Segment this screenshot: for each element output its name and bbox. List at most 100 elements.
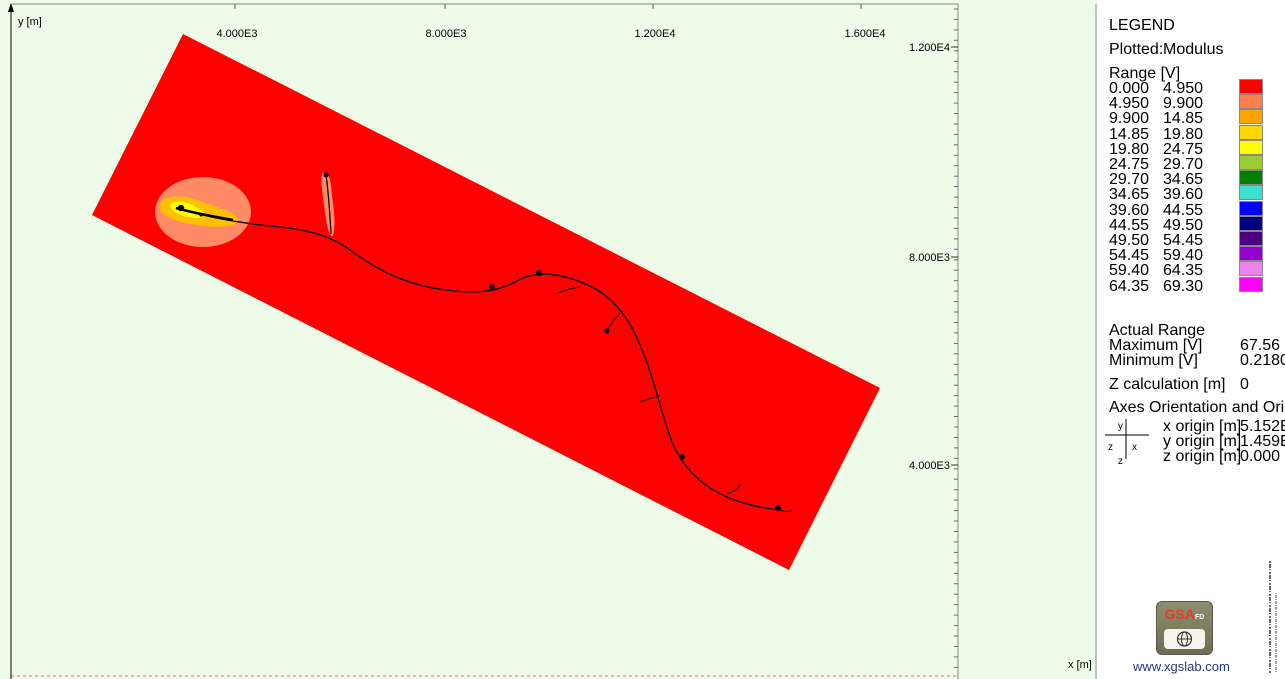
minimum-value: 0.2180 — [1240, 352, 1285, 369]
right-axis-minor-ticks — [954, 8, 958, 668]
x-origin-label: x origin [m] — [1163, 418, 1242, 435]
top-axis-ticks — [234, 4, 862, 9]
range-from: 19.80 — [1109, 140, 1150, 158]
range-color-swatch — [1239, 231, 1263, 246]
range-color-swatch — [1239, 170, 1263, 186]
range-from: 34.65 — [1109, 186, 1150, 204]
range-to: 59.40 — [1163, 247, 1204, 265]
range-to: 14.85 — [1163, 110, 1204, 128]
x-tick-label: 1.200E4 — [635, 28, 676, 40]
stub — [557, 286, 581, 294]
legend-title: LEGEND — [1109, 17, 1175, 34]
branch-node — [323, 172, 329, 178]
y-tick-label: 4.000E3 — [909, 460, 950, 472]
conductor-path — [175, 207, 781, 511]
range-from: 29.70 — [1109, 171, 1150, 189]
conductor-node — [679, 454, 685, 460]
conductor-node — [775, 505, 781, 511]
range-color-swatch — [1239, 139, 1263, 155]
plotted-value: Modulus — [1163, 41, 1224, 58]
maximum-label: Maximum [V] — [1109, 337, 1203, 354]
range-color-swatch — [1239, 215, 1263, 231]
x-tick-label: 4.000E3 — [217, 28, 258, 40]
plot-canvas[interactable]: y [m] x [m] 4.000E3 8.000E3 1.200E4 1.60… — [0, 0, 1097, 679]
range-color-swatch — [1239, 200, 1263, 216]
range-to: 39.60 — [1163, 186, 1204, 204]
y-origin-label: y origin [m] — [1163, 433, 1242, 450]
range-color-swatch — [1239, 246, 1263, 262]
range-color-swatch — [1239, 109, 1263, 125]
conductor-node — [536, 270, 542, 276]
stub — [726, 483, 742, 495]
range-to: 4.950 — [1163, 80, 1204, 97]
range-to: 34.65 — [1163, 171, 1204, 189]
range-from: 0.000 — [1109, 80, 1150, 97]
y-origin-value: 1.459E5 — [1240, 433, 1285, 450]
branch-conductor — [325, 173, 332, 235]
range-from: 59.40 — [1109, 262, 1150, 280]
stub — [779, 509, 793, 512]
conductor-node — [604, 328, 610, 334]
range-from: 54.45 — [1109, 247, 1150, 265]
x-tick-label: 1.600E4 — [845, 28, 886, 40]
range-from: 24.75 — [1109, 156, 1150, 173]
range-from: 39.60 — [1109, 201, 1150, 219]
range-to: 19.80 — [1163, 125, 1204, 143]
stub — [639, 395, 661, 403]
minimum-label: Minimum [V] — [1109, 352, 1198, 369]
range-from: 64.35 — [1109, 277, 1150, 295]
range-to: 44.55 — [1163, 201, 1204, 219]
conductor-node — [177, 204, 185, 212]
calculation-area — [92, 34, 880, 570]
y-axis-arrow — [8, 3, 14, 12]
x-tick-label: 8.000E3 — [426, 28, 467, 40]
range-from: 4.950 — [1109, 95, 1150, 113]
website-link[interactable]: www.xgslab.com — [1133, 659, 1230, 674]
z-calc-label: Z calculation [m] — [1109, 376, 1226, 393]
range-to: 24.75 — [1163, 140, 1204, 158]
x-origin-value: 5.152E3 — [1240, 418, 1285, 435]
range-to: 64.35 — [1163, 262, 1204, 280]
range-from: 14.85 — [1109, 125, 1150, 143]
stub — [606, 312, 621, 331]
axis-glyph-y: y — [1118, 421, 1123, 432]
z-origin-label: z origin [m] — [1163, 448, 1242, 465]
range-label: Range [V] — [1109, 65, 1181, 82]
range-to: 29.70 — [1163, 156, 1204, 173]
z-origin-value: 0.000 — [1240, 448, 1281, 465]
side-note-graphic — [1269, 561, 1277, 673]
range-color-swatch — [1239, 124, 1263, 140]
branch-halo — [321, 172, 335, 236]
maximum-value: 67.56 — [1240, 337, 1281, 354]
y-tick-label: 1.200E4 — [909, 42, 950, 54]
y-tick-label: 8.000E3 — [909, 252, 950, 264]
x-axis-label: x [m] — [1068, 659, 1092, 671]
range-to: 54.45 — [1163, 232, 1204, 249]
conductor-node — [489, 284, 495, 290]
range-to: 9.900 — [1163, 95, 1204, 113]
actual-range-label: Actual Range — [1109, 322, 1206, 339]
range-from: 9.900 — [1109, 110, 1150, 128]
range-color-swatch — [1239, 185, 1263, 201]
range-from: 44.55 — [1109, 216, 1150, 234]
axes-orientation-icon: y x z z — [1105, 419, 1149, 467]
logo-text: GSA — [1164, 606, 1195, 622]
globe-icon — [1176, 631, 1193, 647]
axes-label: Axes Orientation and Origin — [1109, 399, 1285, 416]
z-calc-value: 0 — [1240, 376, 1249, 393]
range-to: 69.30 — [1163, 277, 1204, 295]
range-color-swatch — [1239, 94, 1263, 110]
range-to: 49.50 — [1163, 216, 1204, 234]
axis-glyph-x: x — [1132, 442, 1137, 453]
range-color-swatch — [1239, 79, 1263, 94]
plotted-label: Plotted: — [1109, 41, 1164, 58]
conductor-node — [199, 213, 203, 217]
logo-suffix: FD — [1195, 614, 1205, 621]
range-from: 49.50 — [1109, 232, 1150, 249]
range-color-swatch — [1239, 155, 1263, 170]
gsa-logo[interactable]: GSAFD — [1156, 601, 1213, 655]
axis-glyph-z2: z — [1118, 456, 1123, 467]
axis-glyph-z: z — [1108, 442, 1113, 453]
range-color-swatch — [1239, 261, 1263, 277]
range-color-swatch — [1239, 276, 1263, 292]
